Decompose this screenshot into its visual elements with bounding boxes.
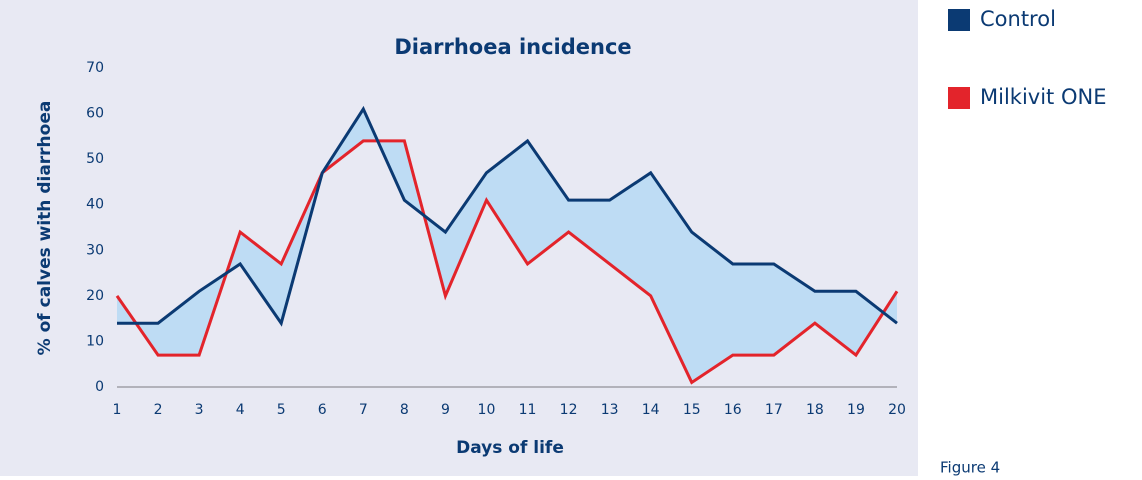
legend: Control Milkivit ONE — [948, 7, 1106, 109]
y-tick-label: 30 — [86, 242, 104, 258]
x-tick-label: 13 — [601, 402, 619, 418]
x-tick-label: 8 — [400, 402, 409, 418]
y-tick-label: 50 — [86, 151, 104, 167]
x-tick-label: 11 — [519, 402, 537, 418]
x-tick-label: 17 — [765, 402, 783, 418]
x-tick-label: 19 — [847, 402, 865, 418]
difference-area — [117, 109, 897, 383]
x-tick-label: 1 — [113, 402, 122, 418]
legend-label: Control — [980, 7, 1056, 31]
series-line — [115, 139, 899, 385]
chart-title: Diarrhoea incidence — [394, 35, 631, 59]
x-tick-label: 2 — [154, 402, 163, 418]
y-tick-label: 0 — [95, 379, 104, 395]
series-line — [117, 105, 898, 327]
x-tick-label: 15 — [683, 402, 701, 418]
legend-swatch — [948, 9, 970, 31]
x-tick-label: 6 — [318, 402, 327, 418]
y-axis-label: % of calves with diarrhoea — [35, 101, 55, 356]
x-tick-label: 14 — [642, 402, 660, 418]
x-tick-label: 4 — [236, 402, 245, 418]
caption: Figure 4 — [940, 459, 1000, 477]
x-tick-label: 5 — [277, 402, 286, 418]
x-tick-label: 12 — [560, 402, 578, 418]
x-tick-label: 7 — [359, 402, 368, 418]
x-tick-label: 16 — [724, 402, 742, 418]
legend-label: Milkivit ONE — [980, 85, 1106, 109]
x-tick-label: 3 — [195, 402, 204, 418]
x-tick-label: 9 — [441, 402, 450, 418]
x-tick-label: 10 — [478, 402, 496, 418]
y-tick-label: 70 — [86, 60, 104, 76]
y-tick-label: 20 — [86, 288, 104, 304]
y-tick-label: 40 — [86, 197, 104, 213]
x-tick-label: 20 — [888, 402, 906, 418]
x-tick-label: 18 — [806, 402, 824, 418]
x-axis-label: Days of life — [456, 438, 564, 458]
y-tick-label: 10 — [86, 333, 104, 349]
y-tick-label: 60 — [86, 106, 104, 122]
legend-swatch — [948, 87, 970, 109]
